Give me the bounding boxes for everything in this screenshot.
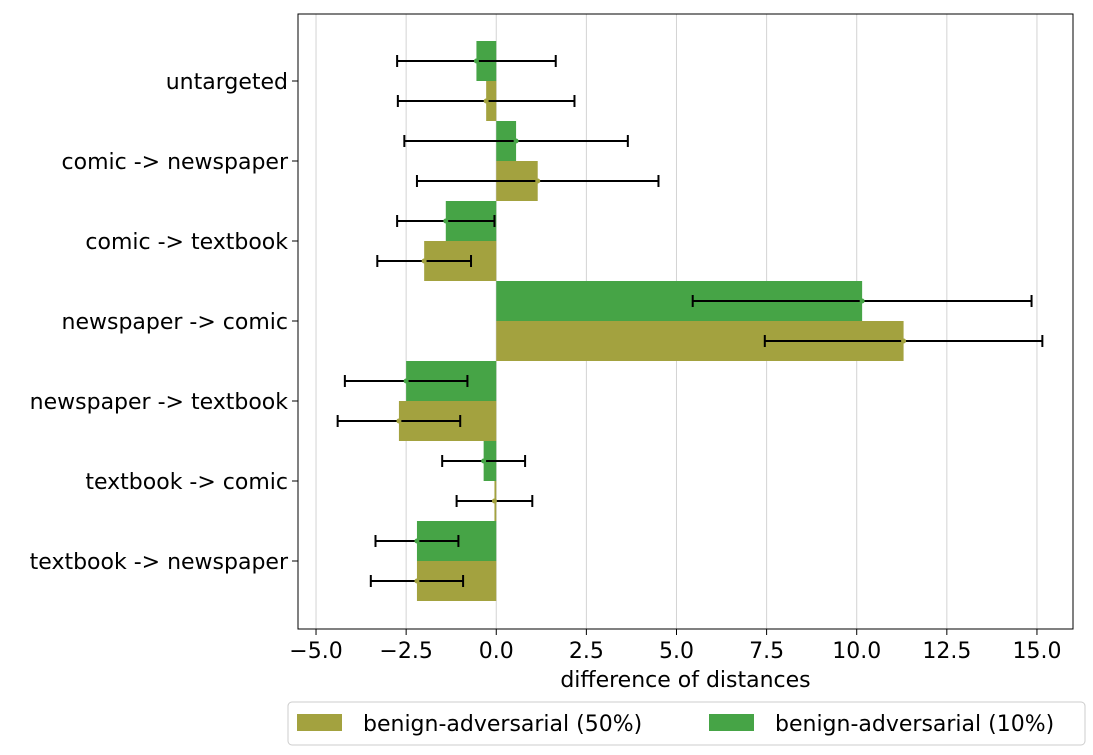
x-tick-label: −2.5 — [379, 639, 432, 664]
y-tick-label: newspaper -> textbook — [30, 390, 289, 415]
mean-point — [396, 418, 402, 424]
y-axis-ticks: untargeted comic -> newspaper comic -> tex… — [30, 70, 298, 575]
mean-point — [473, 58, 479, 64]
legend-box — [287, 701, 1086, 746]
x-tick-label: 15.0 — [1012, 639, 1061, 664]
mean-point — [414, 578, 420, 584]
legend-swatch — [297, 714, 342, 731]
mean-point — [421, 258, 427, 264]
legend-label: benign-adversarial (10%) — [775, 712, 1054, 737]
mean-point — [483, 98, 489, 104]
legend-swatch — [709, 714, 754, 731]
legend-label: benign-adversarial (50%) — [363, 712, 642, 737]
bars — [398, 41, 904, 601]
mean-point — [481, 458, 487, 464]
x-tick-label: 7.5 — [749, 639, 784, 664]
x-tick-label: 10.0 — [832, 639, 881, 664]
y-tick-label: textbook -> comic — [85, 470, 288, 495]
mean-point — [859, 298, 865, 304]
y-tick-label: newspaper -> comic — [62, 310, 288, 335]
mean-point — [443, 218, 449, 224]
mean-point — [491, 498, 497, 504]
y-tick-label: untargeted — [166, 70, 288, 95]
x-tick-label: −5.0 — [289, 639, 342, 664]
x-tick-label: 0.0 — [479, 639, 514, 664]
mean-point — [403, 378, 409, 384]
mean-point — [901, 338, 907, 344]
x-tick-label: 2.5 — [569, 639, 604, 664]
x-axis-ticks: −5.0 −2.5 0.0 2.5 5.0 7.5 10.0 12.5 15.0 — [289, 629, 1061, 664]
y-tick-label: comic -> newspaper — [62, 150, 289, 175]
x-tick-label: 5.0 — [659, 639, 694, 664]
x-tick-label: 12.5 — [922, 639, 971, 664]
x-axis-title: difference of distances — [560, 668, 810, 693]
y-tick-label: textbook -> newspaper — [30, 550, 289, 575]
legend: benign-adversarial (50%) benign-adversari… — [287, 701, 1086, 746]
mean-point — [535, 178, 541, 184]
y-tick-label: comic -> textbook — [85, 230, 288, 255]
mean-point — [513, 138, 519, 144]
error-bars — [336, 55, 1044, 587]
mean-point — [414, 538, 420, 544]
